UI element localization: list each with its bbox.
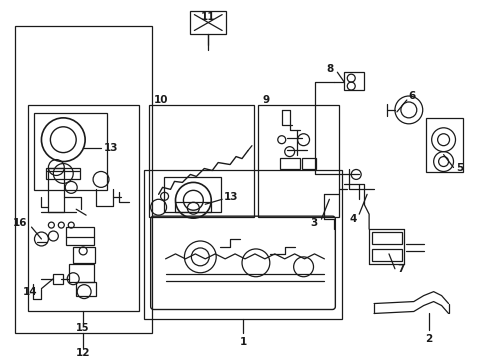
Bar (163, 177, 221, 212)
Text: 15: 15 (76, 323, 90, 333)
Text: 14: 14 (23, 287, 38, 297)
Bar (301, 158, 316, 170)
Bar (15, 26, 151, 333)
Bar (73, 247, 95, 263)
Text: 4: 4 (349, 214, 356, 224)
Text: 13: 13 (224, 192, 238, 202)
Bar (425, 118, 463, 172)
Bar (46, 167, 80, 179)
Bar (27, 105, 139, 311)
Text: 6: 6 (408, 91, 415, 101)
Bar (35, 113, 107, 190)
Text: 12: 12 (76, 348, 90, 358)
Text: 16: 16 (13, 218, 27, 228)
Bar (143, 171, 342, 319)
Bar (257, 105, 339, 217)
Text: 9: 9 (263, 95, 269, 105)
Bar (279, 158, 299, 170)
Text: 1: 1 (239, 337, 246, 347)
Bar (148, 105, 253, 217)
Bar (175, 202, 211, 212)
Bar (371, 232, 401, 244)
Text: 10: 10 (153, 95, 168, 105)
Text: 3: 3 (309, 218, 317, 228)
Text: 7: 7 (396, 264, 404, 274)
Text: 5: 5 (456, 162, 463, 172)
Bar (190, 11, 225, 35)
Bar (76, 282, 96, 296)
Text: 8: 8 (325, 64, 333, 74)
Bar (53, 274, 63, 284)
Bar (69, 264, 94, 282)
Bar (344, 72, 364, 90)
Text: 11: 11 (201, 12, 215, 22)
Text: 13: 13 (104, 143, 118, 153)
Text: 2: 2 (424, 334, 431, 344)
Bar (66, 227, 94, 245)
Bar (371, 249, 401, 261)
